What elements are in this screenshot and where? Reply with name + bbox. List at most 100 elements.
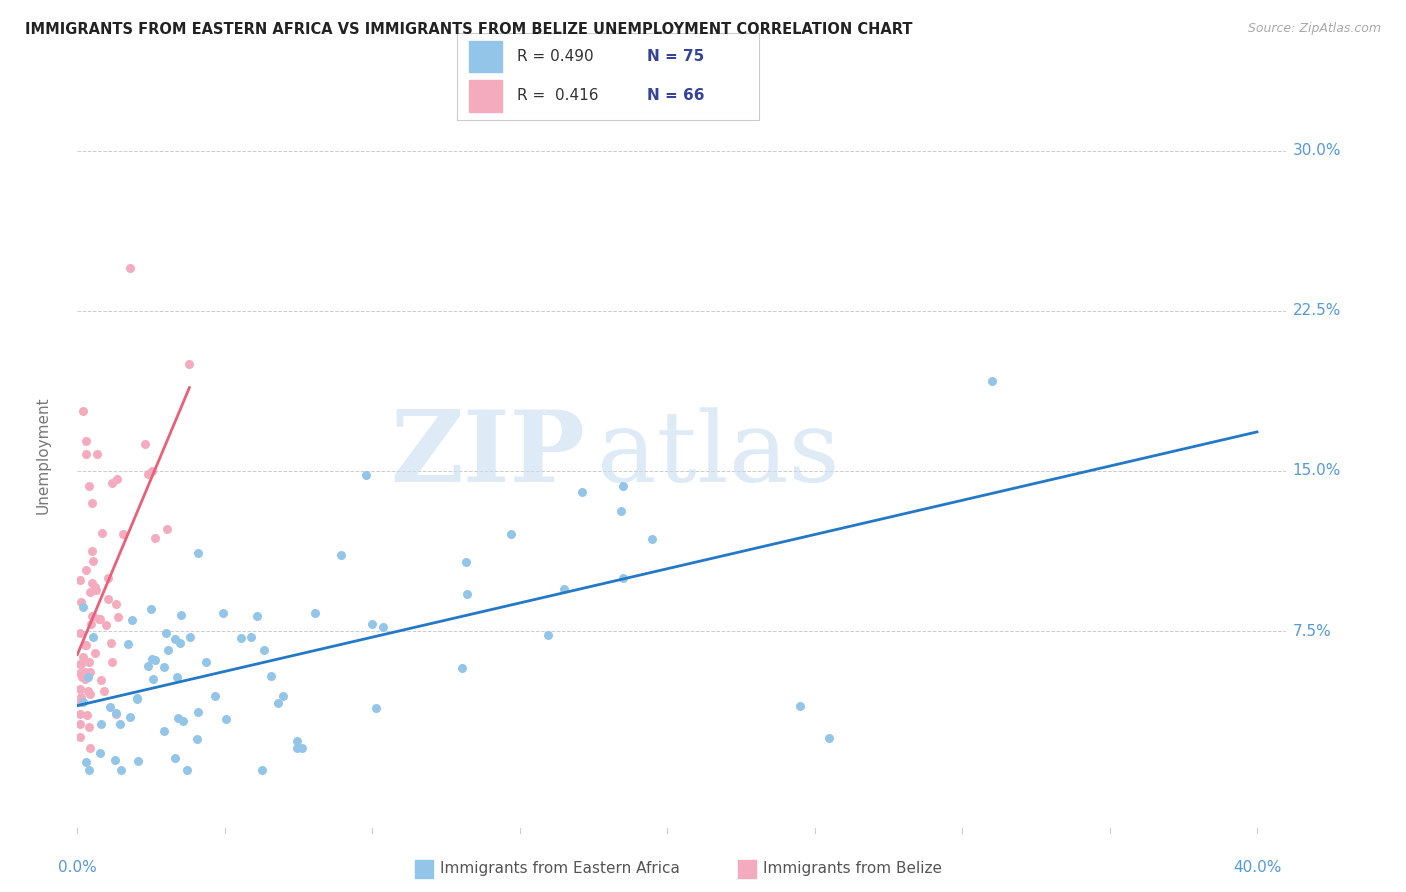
Point — [361, 616, 384, 631]
Text: 7.5%: 7.5% — [1292, 624, 1331, 639]
Point — [89, 746, 111, 760]
Point — [89, 612, 111, 626]
Point — [553, 582, 575, 596]
Point — [69, 730, 91, 744]
Point — [69, 695, 91, 709]
Text: N = 75: N = 75 — [647, 49, 704, 64]
Point — [94, 618, 117, 632]
Text: atlas: atlas — [598, 407, 839, 503]
Point — [141, 602, 163, 616]
Point — [285, 740, 308, 755]
Point — [246, 608, 269, 623]
Point — [120, 260, 142, 275]
Point — [75, 447, 97, 461]
Point — [364, 700, 387, 714]
Point — [79, 655, 101, 669]
Point — [75, 638, 97, 652]
Point — [79, 763, 101, 777]
Point — [356, 468, 378, 483]
Point — [215, 712, 238, 726]
Point — [105, 472, 128, 486]
Point — [291, 741, 314, 756]
Point — [80, 496, 103, 510]
Point — [104, 707, 127, 722]
Point — [134, 437, 156, 451]
Point — [79, 740, 101, 755]
Point — [136, 467, 159, 482]
Point — [79, 687, 101, 701]
Point — [72, 649, 94, 664]
Point — [136, 659, 159, 673]
Point — [285, 733, 308, 747]
Text: N = 66: N = 66 — [647, 88, 704, 103]
Point — [89, 717, 111, 731]
Point — [84, 582, 107, 597]
Point — [179, 630, 201, 644]
Point — [121, 613, 143, 627]
Point — [82, 608, 104, 623]
Point — [69, 657, 91, 672]
Point — [75, 638, 97, 652]
Bar — [470, 41, 502, 72]
Point — [169, 635, 191, 649]
Point — [250, 763, 273, 777]
Point — [77, 670, 100, 684]
Point — [72, 600, 94, 615]
Point — [105, 706, 128, 720]
Point — [186, 546, 208, 560]
Point — [229, 631, 252, 645]
Point — [89, 612, 111, 626]
Point — [69, 573, 91, 587]
Point — [76, 669, 98, 683]
Point — [373, 620, 395, 634]
Point — [100, 475, 122, 490]
Point — [107, 609, 129, 624]
Point — [79, 584, 101, 599]
Point — [141, 652, 163, 666]
Point — [80, 608, 103, 623]
Point — [79, 665, 101, 679]
Point — [98, 700, 121, 714]
Point — [101, 655, 124, 669]
Point — [75, 563, 97, 577]
Point — [166, 670, 188, 684]
Point — [103, 753, 125, 767]
Point — [610, 503, 633, 517]
Point — [186, 731, 208, 746]
Point — [90, 526, 112, 541]
Point — [127, 692, 149, 706]
Point — [118, 709, 141, 723]
Point — [450, 661, 472, 675]
Point — [69, 657, 91, 672]
Point — [641, 533, 664, 547]
Point — [75, 755, 97, 769]
Point — [240, 630, 263, 644]
Point — [176, 763, 198, 777]
Point — [110, 763, 132, 777]
Point — [163, 632, 186, 647]
Point — [267, 696, 290, 710]
Point — [82, 554, 104, 568]
Point — [104, 597, 127, 611]
Point — [330, 548, 353, 562]
Point — [456, 587, 478, 601]
Point — [143, 531, 166, 545]
Point — [172, 714, 194, 729]
Point — [83, 646, 105, 660]
Point — [179, 357, 201, 371]
Point — [156, 643, 179, 657]
Point — [127, 754, 149, 768]
Text: 30.0%: 30.0% — [1292, 143, 1341, 158]
Point — [73, 673, 96, 687]
Text: Unemployment: Unemployment — [37, 396, 51, 514]
Point — [259, 669, 281, 683]
Point — [77, 720, 100, 734]
Text: 22.5%: 22.5% — [1292, 303, 1341, 318]
Point — [69, 690, 91, 704]
Point — [69, 681, 91, 696]
Bar — [470, 80, 502, 112]
Point — [75, 434, 97, 448]
Text: R =  0.416: R = 0.416 — [517, 88, 599, 103]
Point — [77, 479, 100, 493]
Text: 0.0%: 0.0% — [58, 860, 97, 875]
